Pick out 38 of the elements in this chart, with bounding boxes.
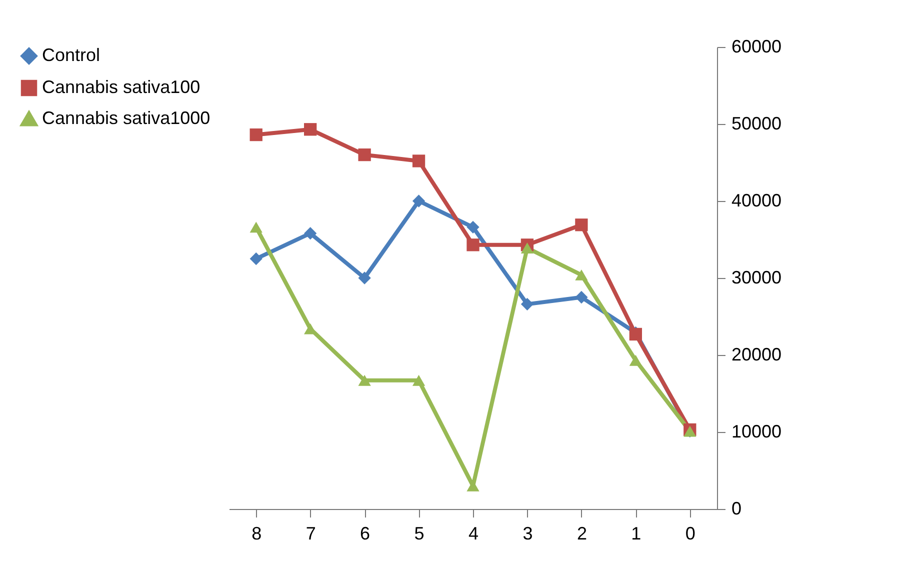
- y-tick-label: 20000: [732, 344, 782, 364]
- point: [412, 154, 426, 168]
- point: [304, 227, 317, 240]
- x-tick-label: 3: [522, 524, 533, 544]
- point: [520, 242, 534, 254]
- point: [466, 220, 480, 234]
- x-tick-label: 5: [414, 524, 424, 544]
- legend-label: Cannabis sativa1000: [42, 108, 210, 128]
- point: [250, 222, 262, 233]
- point: [466, 238, 480, 252]
- point: [250, 252, 262, 266]
- point: [520, 298, 534, 311]
- point: [358, 272, 371, 284]
- x-tick-label: 8: [252, 524, 262, 544]
- point: [358, 148, 371, 162]
- point: [575, 290, 588, 304]
- point: [250, 128, 262, 142]
- point: [629, 354, 642, 366]
- y-tick-label: 0: [732, 498, 742, 518]
- x-tick-label: 0: [685, 524, 696, 544]
- x-tick-label: 1: [631, 524, 642, 544]
- point: [304, 123, 317, 136]
- x-tick-label: 6: [360, 524, 370, 544]
- point: [412, 374, 426, 386]
- legend-label: Cannabis sativa100: [42, 77, 200, 97]
- point: [412, 194, 426, 208]
- y-tick-label: 30000: [732, 268, 782, 288]
- y-tick-label: 60000: [732, 36, 782, 56]
- x-tick-label: 2: [576, 524, 587, 544]
- x-tick-label: 7: [306, 524, 316, 544]
- y-tick-label: 10000: [732, 422, 782, 442]
- x-tick-label: 4: [468, 524, 479, 544]
- y-tick-label: 50000: [732, 114, 782, 134]
- point: [358, 374, 371, 386]
- point: [575, 269, 588, 280]
- y-tick-label: 40000: [732, 190, 782, 210]
- point: [575, 218, 588, 232]
- legend-label: Control: [42, 45, 100, 65]
